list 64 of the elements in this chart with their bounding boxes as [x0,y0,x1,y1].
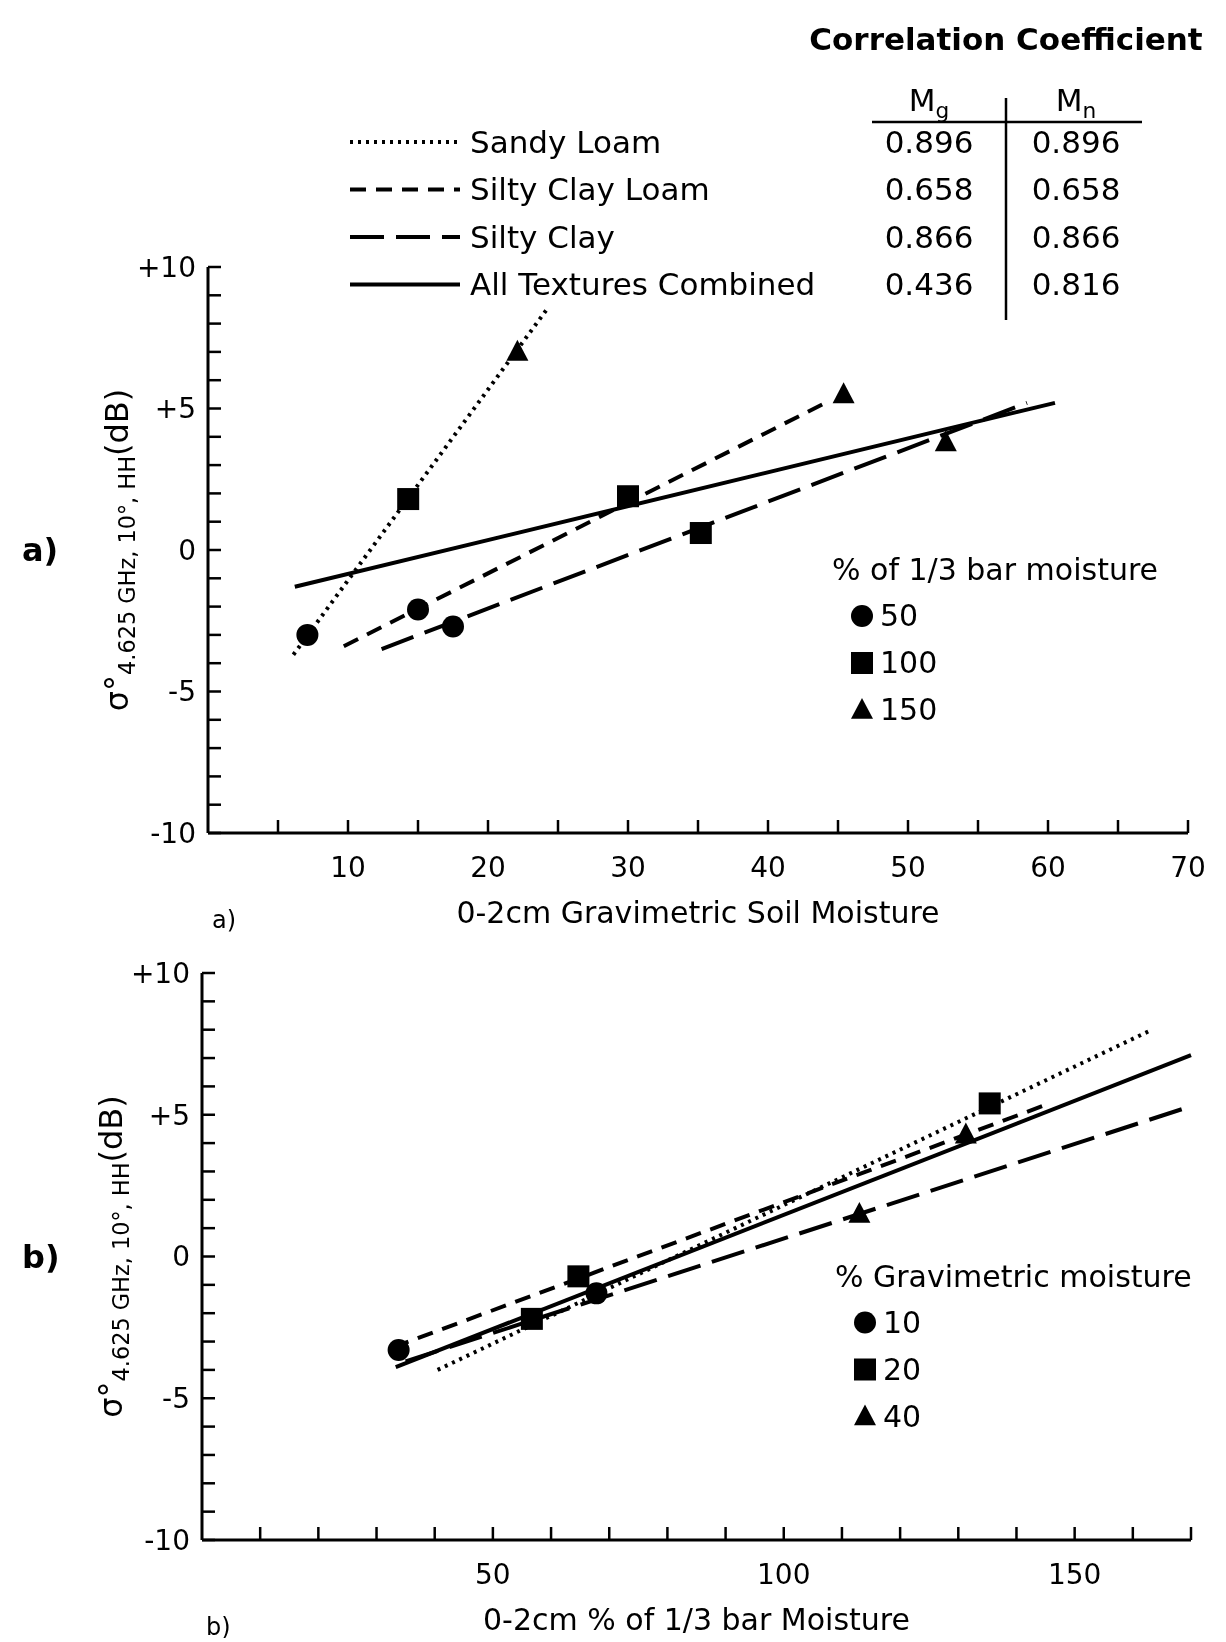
point [978,1092,1001,1115]
y-tick-label: -10 [144,1523,190,1557]
legend-label: 40 [883,1398,922,1434]
x-tick-label: 40 [750,851,786,884]
x-tick-label: 70 [1170,851,1206,884]
point [520,1307,543,1330]
text: b) [22,1237,60,1276]
point [585,1282,608,1305]
text: 0.658 [884,171,974,208]
text: 0.866 [1031,218,1121,255]
x-tick-label: 50 [890,851,926,884]
y-tick-label: 0 [172,1240,190,1274]
point [689,522,712,545]
y-tick-label: -5 [168,675,196,709]
text: a) [212,906,237,934]
legend-label: 20 [883,1351,922,1387]
legend-title: % Gravimetric moisture [835,1258,1192,1294]
text: 0.866 [884,218,974,255]
y-tick-label: +5 [154,392,196,426]
point [397,488,420,511]
point [567,1265,590,1288]
x-axis-title: 0-2cm % of 1/3 bar Moisture [483,1602,910,1637]
x-tick-label: 100 [757,1558,811,1591]
x-tick-label: 10 [330,851,366,884]
y-tick-label: -10 [150,816,196,850]
text: 0.896 [884,123,974,160]
annotation: 0.816 [1031,266,1121,303]
legend-title: % of 1/3 bar moisture [832,552,1159,587]
x-tick-label: 150 [1047,1558,1102,1591]
legend-label: 10 [883,1304,922,1340]
point [506,339,529,361]
legend-label: All Textures Combined [470,266,816,303]
legend-label: 150 [880,692,938,727]
legend-label: Silty Clay [470,218,615,255]
text: 0.896 [1031,123,1121,160]
point [934,430,957,452]
point [442,615,464,638]
legend-label: 50 [880,598,919,633]
x-tick-label: 50 [475,1558,511,1591]
point [848,1201,871,1223]
x-tick-label: 20 [470,851,506,884]
point [387,1339,410,1362]
point [832,382,855,404]
point [617,485,639,508]
y-tick-label: +10 [130,956,190,990]
legend-label: Sandy Loam [470,123,662,160]
y-tick-label: 0 [178,533,196,567]
x-axis-title: 0-2cm Gravimetric Soil Moisture [456,895,940,930]
text: Correlation Coefficient [809,21,1203,57]
text: M$_{n}$ [1055,81,1097,123]
text: a) [22,531,59,570]
text: 0.658 [1031,171,1121,208]
legend-label: 100 [880,645,938,680]
text: b) [206,1613,231,1641]
legend-label: Silty Clay Loam [470,171,710,208]
x-tick-label: 30 [610,851,646,884]
annotation: 0.436 [884,266,974,303]
x-tick-label: 60 [1030,851,1066,884]
point [407,598,429,621]
point [954,1122,977,1144]
y-tick-label: +5 [148,1098,190,1132]
y-tick-label: +10 [136,250,196,284]
point [296,623,319,646]
y-tick-label: -5 [162,1382,190,1416]
